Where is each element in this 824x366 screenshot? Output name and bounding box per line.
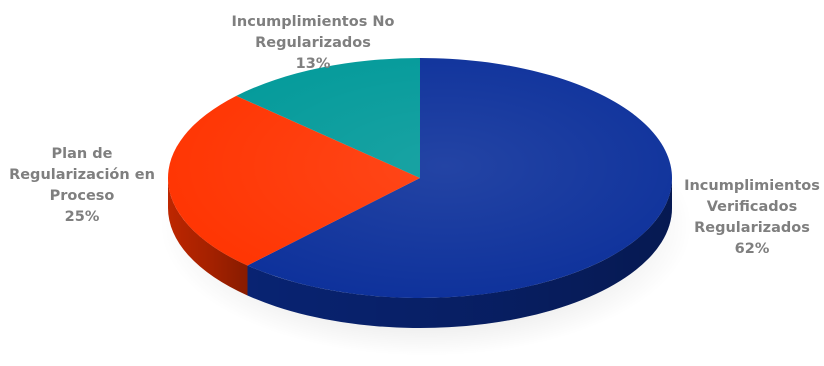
slice-label-line-2-1: Regularizados — [255, 35, 371, 51]
pie-top-shine — [168, 58, 672, 298]
slice-label-line-0-1: Verificados — [707, 199, 797, 215]
slice-label-line-1-0: Plan de — [52, 146, 113, 162]
slice-label-line-0-2: Regularizados — [694, 220, 810, 236]
pie-side-shade-1-0 — [168, 178, 248, 296]
slice-percent-2: 13% — [296, 56, 331, 72]
slice-percent-0: 62% — [735, 241, 770, 257]
pie-layer — [160, 58, 692, 356]
pie-side-shade-0-0 — [247, 178, 672, 328]
slice-label-line-2-0: Incumplimientos No — [232, 14, 395, 30]
slice-label-1: Plan de Regularización en Proceso 25% — [9, 146, 155, 225]
slice-label-line-1-1: Regularización en — [9, 167, 155, 183]
slice-percent-1: 25% — [65, 209, 100, 225]
slice-label-line-1-2: Proceso — [50, 188, 115, 204]
slice-label-0: Incumplimientos Verificados Regularizados 6… — [684, 178, 820, 257]
label-layer: Incumplimientos Verificados Regularizados 6… — [9, 14, 820, 257]
slice-label-line-0-0: Incumplimientos — [684, 178, 820, 194]
slice-label-2: Incumplimientos No Regularizados 13% — [232, 14, 395, 72]
